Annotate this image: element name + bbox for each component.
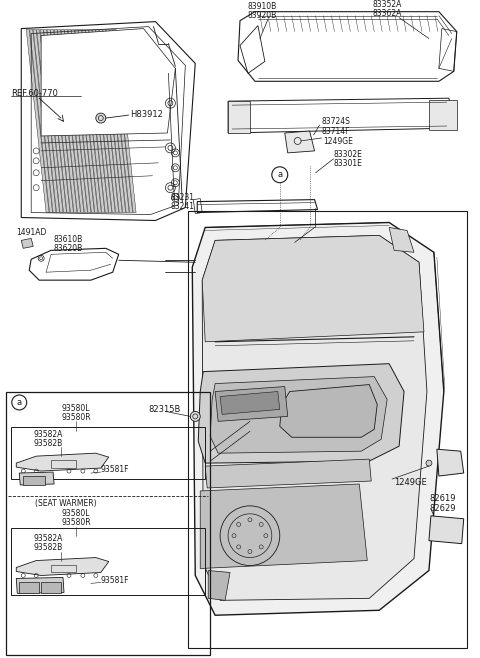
Text: 1249GE: 1249GE [394, 478, 427, 488]
Polygon shape [26, 30, 49, 213]
Bar [12, 528, 205, 595]
Bar [6, 392, 210, 655]
Polygon shape [429, 100, 457, 130]
Polygon shape [200, 484, 367, 569]
Polygon shape [54, 30, 77, 213]
Text: 82629: 82629 [429, 504, 456, 513]
Text: 83610B: 83610B [53, 235, 82, 244]
Text: (SEAT WARMER): (SEAT WARMER) [35, 499, 97, 509]
Polygon shape [40, 30, 63, 213]
Polygon shape [389, 228, 414, 252]
Polygon shape [41, 28, 175, 136]
Polygon shape [47, 30, 70, 213]
Text: a: a [17, 398, 22, 407]
Polygon shape [205, 459, 371, 488]
Polygon shape [75, 30, 98, 213]
Text: 83620B: 83620B [53, 244, 82, 253]
Circle shape [426, 460, 432, 466]
Polygon shape [16, 578, 64, 594]
Polygon shape [21, 238, 33, 248]
Bar [188, 211, 467, 648]
Polygon shape [437, 449, 464, 476]
Text: 83231: 83231 [170, 193, 194, 202]
Polygon shape [192, 222, 444, 615]
Polygon shape [44, 30, 67, 213]
Text: a: a [277, 170, 282, 179]
Text: 83920B: 83920B [248, 11, 277, 20]
Polygon shape [220, 392, 280, 415]
Polygon shape [89, 30, 112, 213]
Text: 93582B: 93582B [33, 543, 62, 552]
Text: REF.60-770: REF.60-770 [12, 89, 58, 98]
Bar [41, 582, 61, 594]
Text: 83910B: 83910B [248, 2, 277, 11]
Bar [51, 565, 76, 572]
Polygon shape [208, 570, 230, 600]
Polygon shape [202, 236, 427, 600]
Circle shape [190, 411, 200, 421]
Polygon shape [33, 30, 56, 213]
Text: 93580R: 93580R [61, 413, 91, 422]
Text: 93582B: 93582B [33, 439, 62, 447]
Polygon shape [228, 101, 250, 133]
Text: 93580R: 93580R [61, 519, 91, 527]
Text: 83362A: 83362A [372, 9, 402, 18]
Polygon shape [19, 472, 54, 485]
Polygon shape [36, 30, 60, 213]
Polygon shape [50, 30, 73, 213]
Polygon shape [285, 131, 314, 153]
Polygon shape [99, 30, 122, 213]
Polygon shape [82, 30, 105, 213]
Polygon shape [106, 30, 129, 213]
Text: 93582A: 93582A [33, 430, 62, 439]
Polygon shape [30, 30, 53, 213]
Text: 83302E: 83302E [334, 151, 362, 159]
Text: 93581F: 93581F [101, 465, 129, 474]
Bar [23, 476, 45, 485]
Polygon shape [61, 30, 84, 213]
Text: 83724S: 83724S [322, 116, 350, 126]
Text: 93582A: 93582A [33, 534, 62, 544]
Bar [19, 582, 39, 594]
Polygon shape [64, 30, 87, 213]
Text: 83352A: 83352A [372, 0, 402, 9]
Text: 82315B: 82315B [148, 405, 181, 414]
Text: H83912: H83912 [131, 110, 164, 118]
Text: 1491AD: 1491AD [16, 228, 47, 237]
Polygon shape [96, 30, 119, 213]
Text: 93581F: 93581F [101, 576, 129, 585]
Text: 82619: 82619 [429, 494, 456, 503]
Polygon shape [72, 30, 95, 213]
Polygon shape [280, 384, 377, 438]
Bar [51, 460, 76, 468]
Text: 83714F: 83714F [322, 126, 350, 136]
Polygon shape [198, 364, 404, 463]
Bar [12, 427, 205, 479]
Polygon shape [103, 30, 126, 213]
Polygon shape [68, 30, 91, 213]
Text: 83301E: 83301E [334, 159, 362, 168]
Polygon shape [78, 30, 101, 213]
Polygon shape [202, 236, 424, 342]
Text: 93580L: 93580L [62, 509, 90, 519]
Polygon shape [215, 386, 288, 421]
Circle shape [96, 113, 106, 123]
Text: 93580L: 93580L [62, 404, 90, 413]
Text: 1249GE: 1249GE [324, 138, 353, 147]
Polygon shape [110, 30, 132, 213]
Polygon shape [210, 376, 387, 453]
Polygon shape [429, 516, 464, 544]
Polygon shape [92, 30, 115, 213]
Polygon shape [113, 30, 136, 213]
Polygon shape [58, 30, 81, 213]
Polygon shape [16, 453, 109, 471]
Polygon shape [16, 557, 109, 576]
Polygon shape [85, 30, 108, 213]
Text: 83241: 83241 [170, 202, 194, 211]
